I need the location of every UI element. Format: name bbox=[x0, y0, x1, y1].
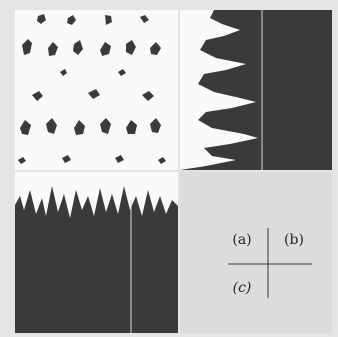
panel-a bbox=[15, 10, 178, 170]
panel-c bbox=[15, 172, 178, 333]
panel-label: (c) bbox=[233, 280, 252, 296]
panel-d: (a) (b) (c) bbox=[180, 172, 332, 333]
panel-b bbox=[180, 10, 332, 170]
page: (a) (b) (c) (() => { const data = JSON.p… bbox=[0, 0, 338, 337]
panel-d-background bbox=[180, 172, 332, 333]
panel-label: (b) bbox=[284, 232, 304, 248]
figure: (a) (b) (c) bbox=[0, 0, 338, 337]
panel-label: (a) bbox=[232, 232, 251, 248]
